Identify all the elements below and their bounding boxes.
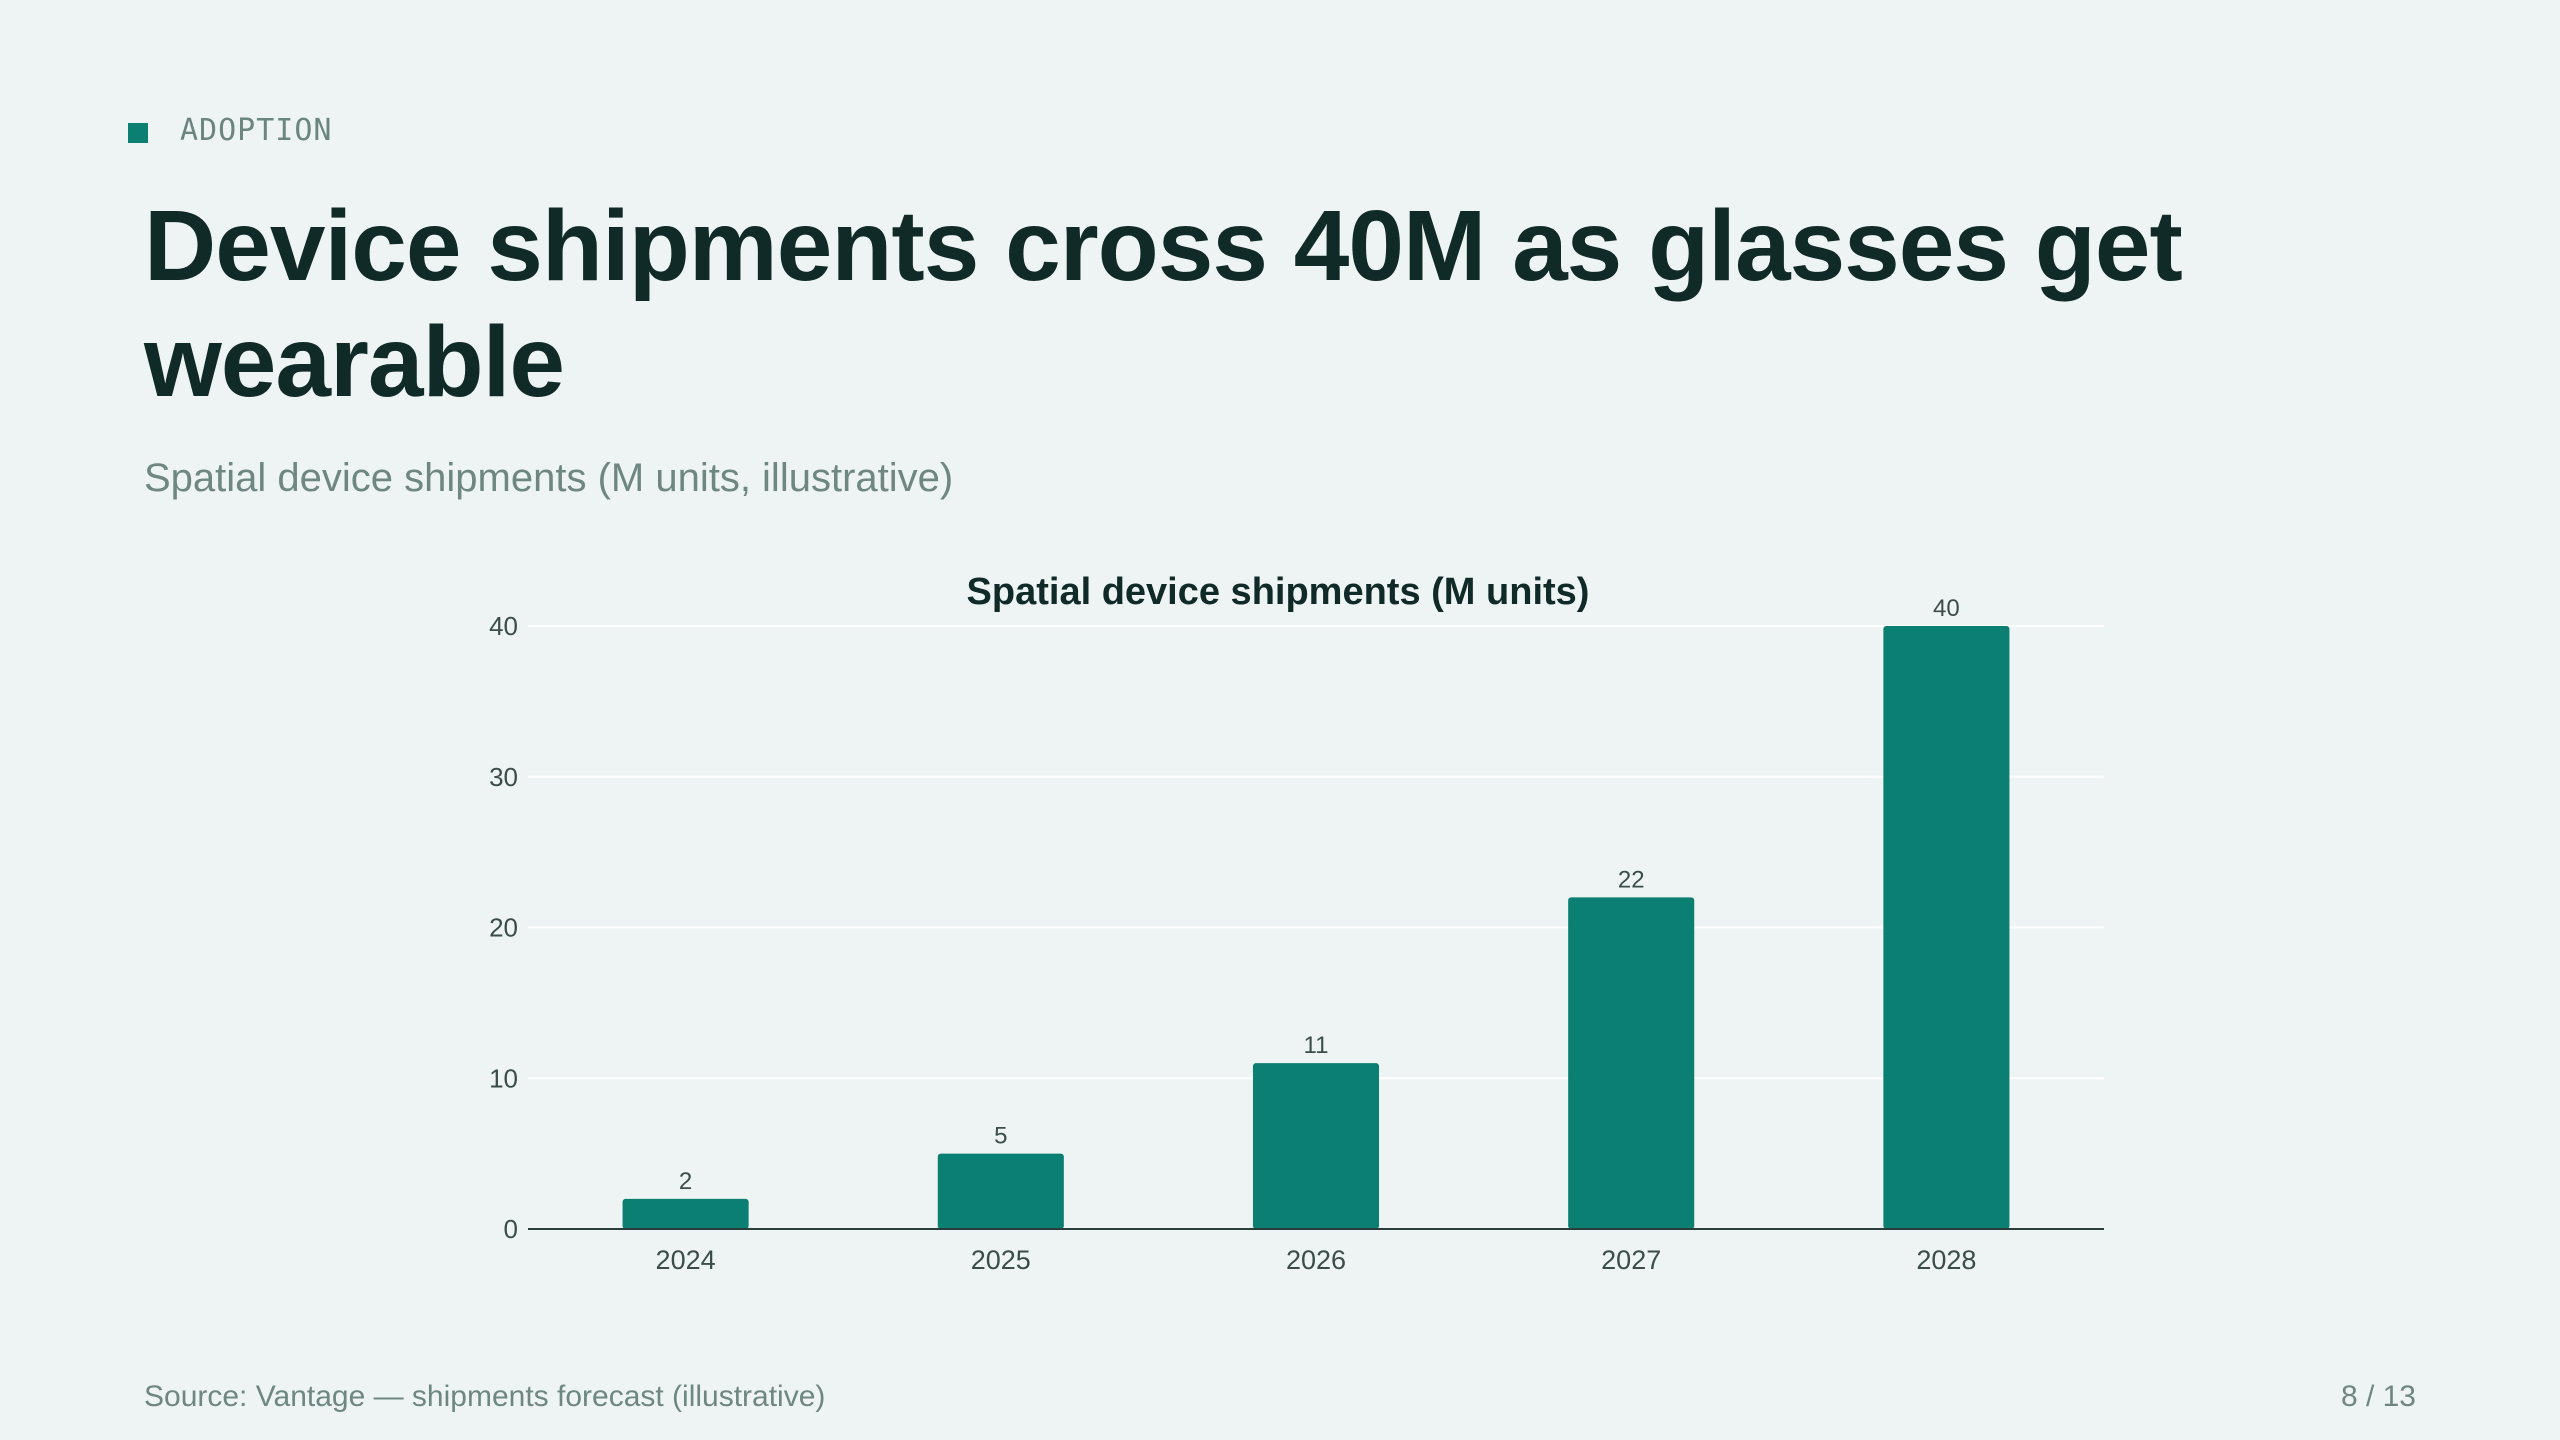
x-tick-label: 2024	[656, 1245, 716, 1275]
data-label: 2	[679, 1168, 692, 1195]
chart-title: Spatial device shipments (M units)	[967, 571, 1590, 613]
bar	[937, 1153, 1064, 1229]
x-tick-label: 2025	[971, 1245, 1031, 1275]
x-tick-label: 2028	[1916, 1245, 1976, 1275]
bar	[622, 1198, 749, 1229]
bar	[1252, 1063, 1380, 1229]
x-tick-label: 2027	[1601, 1245, 1661, 1275]
data-label: 40	[1933, 595, 1960, 622]
grid-lines	[528, 625, 2104, 1080]
bar	[1883, 626, 2010, 1229]
data-labels: 2 5 11 22 40	[679, 595, 1960, 1195]
y-tick-label: 0	[504, 1214, 518, 1244]
square-marker-icon	[128, 123, 148, 143]
bar-chart: Spatial device shipments (M units) 25112…	[489, 571, 2104, 1275]
page-number: 8 / 13	[2340, 1380, 2416, 1413]
bar	[1568, 897, 1695, 1229]
eyebrow-label: ADOPTION	[180, 112, 333, 148]
eyebrow: ADOPTION	[128, 108, 333, 152]
x-tick-label: 2026	[1286, 1245, 1346, 1275]
y-tick-label: 40	[489, 611, 518, 641]
footer-source: Source: Vantage — shipments forecast (il…	[144, 1380, 826, 1413]
bars	[622, 626, 2010, 1229]
data-label: 5	[994, 1123, 1007, 1150]
data-label: 22	[1618, 866, 1645, 893]
slide-subtitle: Spatial device shipments (M units, illus…	[144, 456, 954, 500]
y-tick-label: 20	[489, 913, 518, 943]
data-label: 11	[1304, 1032, 1329, 1059]
axes: 0 10 20 30 40 2024 2025 2026 2027 2028	[489, 611, 2104, 1275]
y-tick-label: 10	[489, 1063, 518, 1093]
slide-title: Device shipments cross 40M as glasses ge…	[144, 190, 2183, 418]
y-tick-label: 30	[489, 762, 518, 792]
